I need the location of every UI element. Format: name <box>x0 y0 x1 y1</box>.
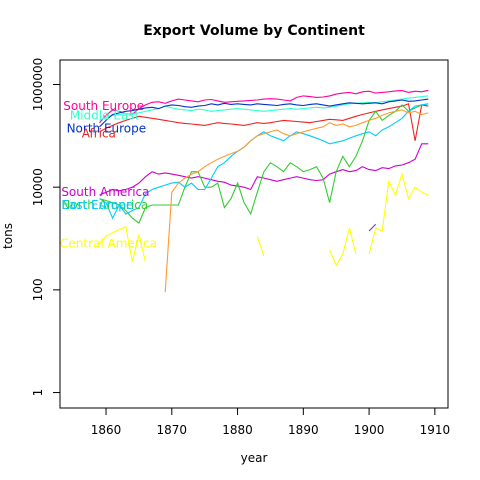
x-tick-label: 1870 <box>157 423 188 437</box>
chart-title: Export Volume by Continent <box>143 23 365 39</box>
x-axis-label: year <box>241 451 268 465</box>
series-line-north-america <box>100 104 429 223</box>
y-tick-label: 10000 <box>31 168 45 206</box>
x-tick-label: 1880 <box>222 423 253 437</box>
x-tick-label: 1900 <box>354 423 385 437</box>
series-line-east-europe <box>100 104 429 218</box>
series-label-central-america: Central America <box>60 236 157 250</box>
y-tick-label: 100 <box>31 278 45 301</box>
series-label-middle-east: Middle East <box>70 108 140 122</box>
y-tick-label: 1000000 <box>31 58 45 111</box>
y-tick-label: 1 <box>31 389 45 397</box>
x-tick-label: 1860 <box>91 423 122 437</box>
x-tick-label: 1910 <box>420 423 451 437</box>
series-label-east-europe: East Europe <box>61 198 133 212</box>
series-line-unlabeled-7 <box>165 110 428 292</box>
y-axis-label: tons <box>1 223 15 249</box>
series-label-africa: Africa <box>82 127 116 141</box>
series-line-africa <box>100 104 429 141</box>
x-tick-label: 1890 <box>288 423 319 437</box>
